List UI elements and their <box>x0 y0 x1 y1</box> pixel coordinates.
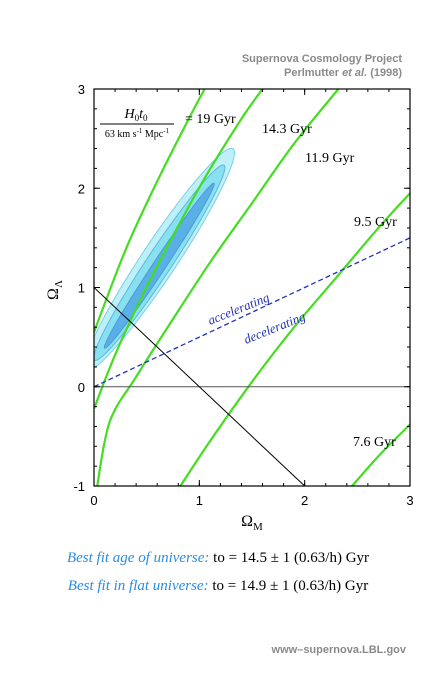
axis-ticks <box>93 88 411 487</box>
age-contour-19 <box>94 89 206 333</box>
confidence-region-inner <box>103 182 215 349</box>
website-url: www–supernova.LBL.gov <box>271 644 406 656</box>
best-fit-age: Best fit age of universe: to = 14.5 ± 1 … <box>0 550 436 567</box>
formula-numerator: H0t0 <box>123 107 148 123</box>
y-axis-label: ΩΛ <box>45 280 65 300</box>
header-citation: Perlmutter et al. (1998) <box>284 67 402 79</box>
age-contour-7-6 <box>351 423 410 486</box>
y-tick-label: -1 <box>73 479 85 494</box>
age-contours <box>94 89 410 486</box>
best-fit-age-value: to = 14.5 ± 1 (0.63/h) Gyr <box>213 550 370 566</box>
y-tick-label: 1 <box>78 281 85 296</box>
age-label-9-5: 9.5 Gyr <box>354 215 397 230</box>
flat-universe-line <box>94 287 306 486</box>
citation-year: (1998) <box>367 67 402 79</box>
citation-author: Perlmutter <box>283 67 343 79</box>
x-tick-label: 2 <box>301 493 308 508</box>
age-contour-11-9 <box>96 89 340 486</box>
age-label-19: = 19 Gyr <box>185 112 236 127</box>
best-fit-flat-label: Best fit in flat universe: <box>67 578 209 594</box>
x-tick-label: 1 <box>196 493 203 508</box>
age-label-11-9: 11.9 Gyr <box>305 151 355 166</box>
acceleration-boundary-line <box>94 237 410 388</box>
accelerating-label: accelerating <box>206 289 272 327</box>
reference-lines <box>94 237 410 486</box>
decelerating-label: decelerating <box>242 308 308 346</box>
y-tick-label: 0 <box>78 380 85 395</box>
citation-etal: et al. <box>342 67 368 79</box>
age-contour-9-5 <box>179 192 410 486</box>
cosmology-chart: 0 1 2 3 -1 0 1 2 3 ΩM ΩΛ H0t0 63 km s-1 Mpc-1 = … <box>45 82 414 533</box>
best-fit-flat-value: to = 14.9 ± 1 (0.63/h) Gyr <box>212 578 369 594</box>
age-label-7-6: 7.6 Gyr <box>353 435 396 450</box>
age-formula: H0t0 63 km s-1 Mpc-1 = 19 Gyr <box>100 107 236 140</box>
formula-denominator: 63 km s-1 Mpc-1 <box>105 127 170 140</box>
x-axis-label: ΩM <box>241 513 263 533</box>
y-tick-label: 3 <box>78 82 85 97</box>
age-label-14-3: 14.3 Gyr <box>262 122 312 137</box>
x-tick-label: 0 <box>90 493 97 508</box>
x-tick-label: 3 <box>406 493 413 508</box>
age-contour-14-3 <box>94 89 264 410</box>
axis-tick-labels: 0 1 2 3 -1 0 1 2 3 <box>73 82 413 508</box>
y-tick-label: 2 <box>78 181 85 196</box>
header-project: Supernova Cosmology Project <box>241 53 402 65</box>
best-fit-age-label: Best fit age of universe: <box>66 550 210 566</box>
best-fit-flat: Best fit in flat universe: to = 14.9 ± 1… <box>0 578 436 595</box>
